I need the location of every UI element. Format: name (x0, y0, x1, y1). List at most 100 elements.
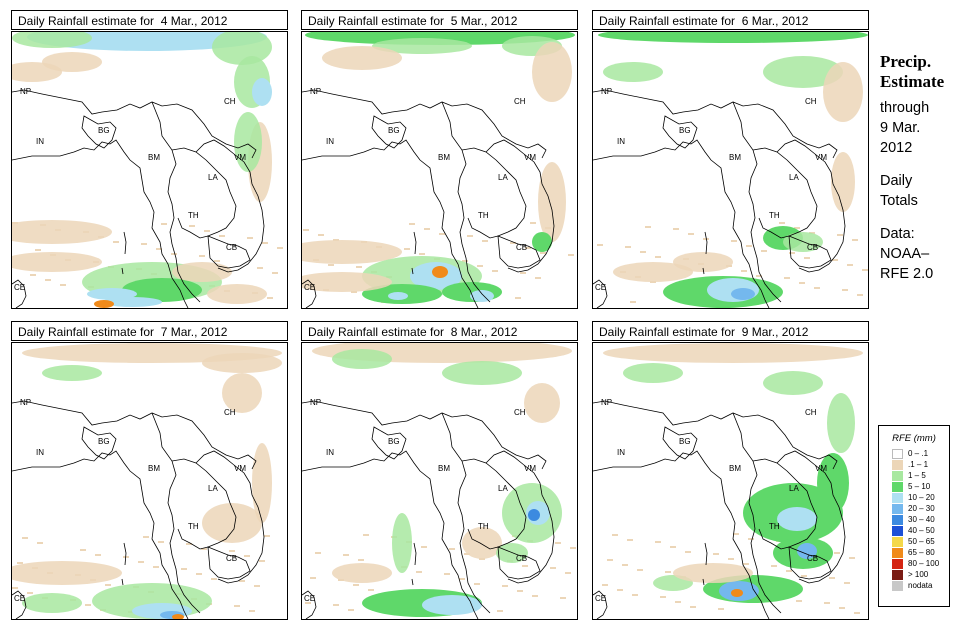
rain-speckle (520, 272, 526, 274)
rain-speckle (622, 564, 628, 566)
country-border (752, 458, 818, 550)
country-border (593, 590, 608, 619)
country-label: TH (478, 211, 489, 220)
rainfall-area (422, 595, 482, 615)
rainfall-area (524, 383, 560, 423)
country-border (752, 147, 818, 239)
rain-speckle (602, 584, 608, 586)
map-description: Precip. Estimate through 9 Mar. 2012 Dai… (880, 52, 944, 284)
rain-speckle (234, 605, 240, 607)
rain-speckle (259, 560, 265, 562)
country-label: BG (98, 437, 110, 446)
rain-speckle (655, 256, 661, 258)
rain-speckle (27, 592, 33, 594)
rainfall-area (528, 509, 540, 521)
country-label: VM (815, 464, 827, 473)
rain-speckle (474, 583, 480, 585)
country-border (411, 267, 414, 275)
rain-speckle (743, 563, 749, 565)
rainfall-panel-mar-7: Daily Rainfall estimate for 7 Mar., 2012… (11, 321, 290, 620)
rainfall-map: NP CH IN BG BM VM LA TH CB CE (11, 342, 288, 620)
country-label: CB (807, 243, 818, 252)
rain-speckle (844, 582, 850, 584)
rain-speckle (247, 237, 253, 239)
rain-speckle (568, 254, 574, 256)
rainfall-area (731, 589, 743, 597)
country-border (593, 139, 770, 308)
rain-speckle (60, 284, 66, 286)
rain-speckle (219, 235, 225, 237)
rain-speckle (262, 242, 268, 244)
country-border (151, 101, 177, 245)
rain-speckle (482, 240, 488, 242)
through-label: through (880, 100, 930, 116)
country-border (461, 243, 491, 303)
rainfall-panel-mar-6: Daily Rainfall estimate for 6 Mar., 2012… (592, 10, 871, 309)
rain-speckle (199, 255, 205, 257)
rainfall-area (212, 32, 272, 65)
rain-speckle (333, 604, 339, 606)
country-label: IN (326, 137, 334, 146)
country-border (461, 458, 527, 550)
rainfall-area (388, 292, 408, 300)
country-border (776, 139, 846, 273)
rain-speckle (847, 264, 853, 266)
country-label: BM (438, 153, 450, 162)
rain-speckle (801, 575, 807, 577)
rain-speckle (502, 585, 508, 587)
country-border (123, 231, 127, 255)
country-label: NP (310, 398, 321, 407)
country-border (441, 101, 467, 245)
rain-speckle (525, 247, 531, 249)
rain-speckle (257, 267, 263, 269)
country-label: CE (14, 283, 25, 292)
legend-label: 30 – 40 (908, 515, 935, 524)
legend-label: 50 – 65 (908, 537, 935, 546)
rainfall-area (302, 240, 402, 264)
legend-item: 1 – 5 (892, 471, 949, 482)
rain-speckle (348, 609, 354, 611)
rainfall-area (172, 262, 232, 282)
legend-title: RFE (mm) (892, 433, 936, 444)
legend-item: > 100 (892, 570, 949, 581)
country-border (662, 426, 698, 460)
legend-label: 0 – .1 (908, 449, 929, 458)
rain-speckle (796, 600, 802, 602)
rain-speckle (842, 289, 848, 291)
rain-speckle (318, 234, 324, 236)
rain-speckle (158, 541, 164, 543)
legend-label: 20 – 30 (908, 504, 935, 513)
country-border (207, 546, 251, 580)
rain-speckle (530, 222, 536, 224)
legend-swatch (892, 460, 903, 470)
legend-label: 40 – 50 (908, 526, 935, 535)
rain-speckle (409, 223, 415, 225)
country-label: CB (807, 554, 818, 563)
end-year: 2012 (880, 140, 913, 156)
rain-speckle (632, 594, 638, 596)
country-border (302, 89, 547, 159)
rain-speckle (303, 229, 309, 231)
legend-item: 40 – 50 (892, 526, 949, 537)
legend-swatch (892, 537, 903, 547)
country-border (171, 243, 201, 303)
rain-speckle (181, 568, 187, 570)
country-border (485, 139, 555, 273)
rainfall-panel-mar-5: Daily Rainfall estimate for 5 Mar., 2012… (301, 10, 580, 309)
rain-speckle (510, 242, 516, 244)
country-label: BM (148, 464, 160, 473)
legend-item: 30 – 40 (892, 515, 949, 526)
country-border (485, 450, 555, 584)
rain-speckle (189, 225, 195, 227)
data-source: NOAA– (880, 246, 930, 262)
country-border (732, 101, 758, 245)
legend-item: 10 – 20 (892, 493, 949, 504)
rain-speckle (105, 584, 111, 586)
rainfall-area (603, 62, 663, 82)
country-border (461, 147, 527, 239)
country-label: CE (595, 594, 606, 603)
legend-item: nodata (892, 581, 949, 592)
country-label: VM (524, 464, 536, 473)
rainfall-map-canvas: NP CH IN BG BM VM LA TH CB CE (12, 343, 282, 619)
rain-speckle (857, 294, 863, 296)
